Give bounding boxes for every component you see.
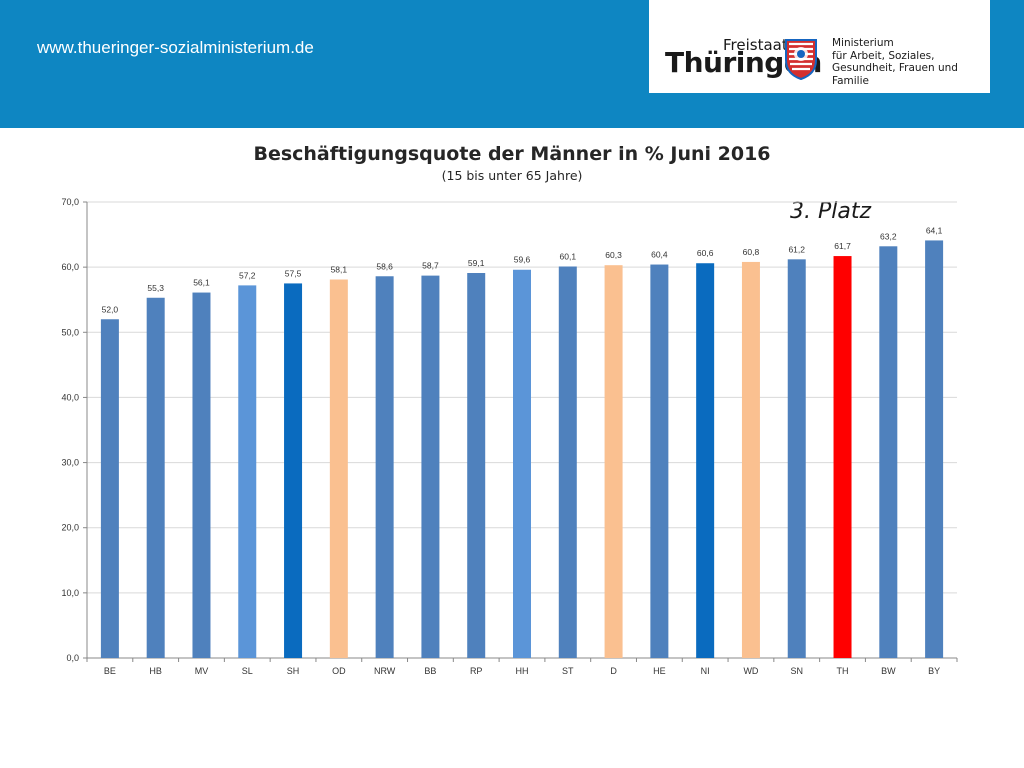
y-tick-label: 70,0	[61, 197, 79, 207]
bar-he	[650, 264, 669, 658]
bar-sn	[787, 259, 806, 658]
x-tick-label: NRW	[374, 666, 396, 676]
y-tick-label: 40,0	[61, 392, 79, 402]
x-tick-label: HE	[653, 666, 666, 676]
ministry-logo: Freistaat Thüringen Ministerium für Arbe…	[649, 0, 990, 93]
x-tick-label: MV	[195, 666, 209, 676]
header-banner: www.thueringer-sozialministerium.de Frei…	[0, 0, 1024, 128]
y-tick-label: 60,0	[61, 262, 79, 272]
x-tick-label: BE	[104, 666, 116, 676]
bar-be	[100, 319, 119, 658]
data-label: 60,8	[743, 247, 760, 257]
bar-by	[925, 240, 944, 659]
y-tick-label: 10,0	[61, 588, 79, 598]
data-label: 63,2	[880, 231, 897, 241]
site-url[interactable]: www.thueringer-sozialministerium.de	[37, 38, 314, 57]
data-label: 60,4	[651, 250, 668, 260]
y-tick-label: 30,0	[61, 458, 79, 468]
logo-freistaat-text: Freistaat	[723, 36, 788, 54]
x-tick-label: WD	[743, 666, 758, 676]
bar-th	[833, 256, 852, 658]
ranking-annotation: 3. Platz	[790, 199, 872, 224]
x-tick-label: ST	[562, 666, 574, 676]
data-label: 61,2	[788, 244, 805, 254]
x-tick-label: BY	[928, 666, 940, 676]
bar-od	[329, 279, 348, 658]
bar-rp	[467, 273, 486, 658]
data-label: 57,2	[239, 270, 256, 280]
y-tick-label: 20,0	[61, 523, 79, 533]
bar-st	[558, 266, 577, 658]
y-tick-label: 0,0	[66, 653, 79, 663]
bar-hb	[146, 297, 165, 658]
data-label: 60,1	[560, 251, 577, 261]
data-label: 59,1	[468, 258, 485, 268]
x-tick-label: TH	[837, 666, 849, 676]
x-tick-label: RP	[470, 666, 483, 676]
bar-d	[604, 265, 623, 658]
x-tick-label: HB	[149, 666, 162, 676]
data-label: 58,1	[331, 265, 348, 275]
x-tick-label: SL	[242, 666, 253, 676]
data-label: 52,0	[102, 304, 119, 314]
data-label: 58,6	[376, 261, 393, 271]
x-tick-label: SN	[790, 666, 803, 676]
x-tick-label: SH	[287, 666, 300, 676]
y-tick-label: 50,0	[61, 327, 79, 337]
data-label: 64,1	[926, 225, 943, 235]
chart-title: Beschäftigungsquote der Männer in % Juni…	[253, 143, 771, 165]
logo-ministry-text: Ministerium für Arbeit, Soziales, Gesund…	[832, 37, 958, 87]
bar-mv	[192, 292, 211, 658]
data-label: 56,1	[193, 278, 210, 288]
x-tick-label: HH	[516, 666, 529, 676]
bar-nrw	[375, 276, 394, 658]
data-label: 61,7	[834, 241, 851, 251]
bar-ni	[696, 263, 715, 658]
x-tick-label: D	[610, 666, 617, 676]
data-label: 60,3	[605, 250, 622, 260]
x-tick-label: BW	[881, 666, 896, 676]
data-label: 55,3	[147, 283, 164, 293]
bar-bw	[879, 246, 898, 658]
x-tick-label: NI	[701, 666, 710, 676]
bar-wd	[741, 261, 760, 658]
bar-bb	[421, 275, 440, 658]
data-label: 60,6	[697, 248, 714, 258]
coat-of-arms-icon	[785, 39, 817, 80]
x-tick-label: BB	[424, 666, 436, 676]
bar-hh	[513, 269, 531, 658]
x-tick-label: OD	[332, 666, 346, 676]
bar-sl	[238, 285, 257, 658]
chart-subtitle: (15 bis unter 65 Jahre)	[441, 168, 583, 183]
data-label: 58,7	[422, 261, 439, 271]
bar-sh	[284, 283, 303, 658]
data-label: 57,5	[285, 268, 302, 278]
data-label: 59,6	[514, 255, 531, 265]
